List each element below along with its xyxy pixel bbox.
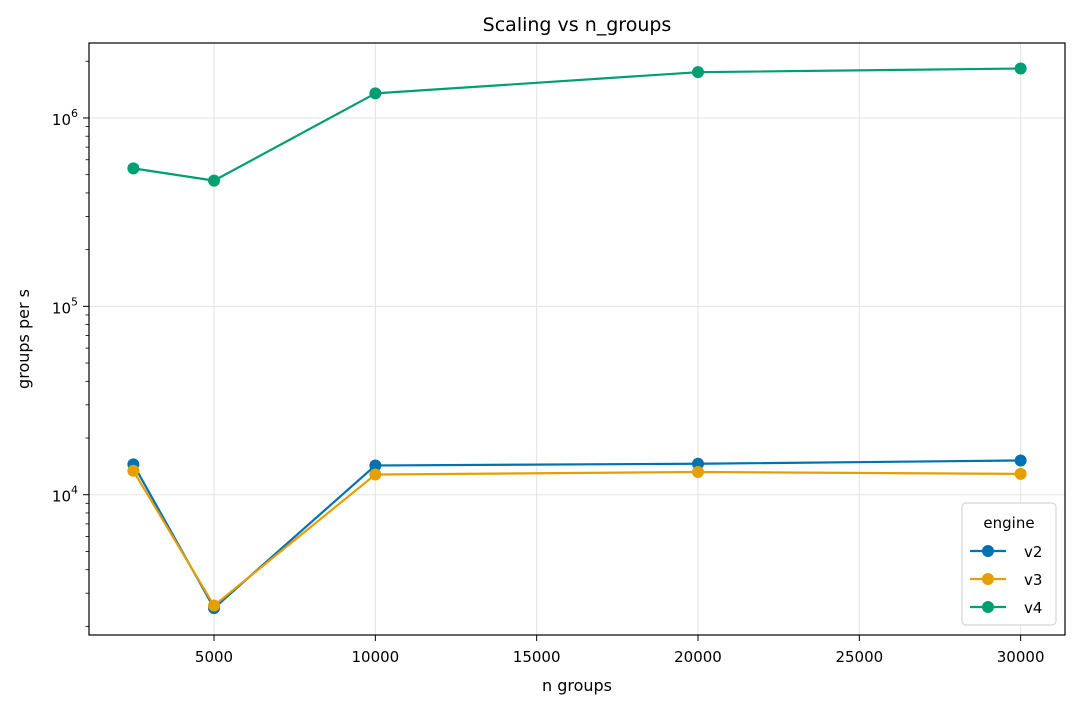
y-tick-exponent: 4 [71,484,78,497]
data-point-v3 [691,465,704,478]
x-axis: 5000 10000 15000 20000 25000 30000 [195,635,1045,666]
legend-marker [982,545,994,557]
legend-item-v4: v4 [970,599,1042,617]
legend-label: v4 [1024,599,1042,617]
y-tick-exponent: 6 [71,107,78,120]
data-point-v3 [208,599,221,612]
plot-frame [88,42,1066,636]
series-v3 [127,464,1027,612]
legend-items: v2 v3 v4 [970,543,1042,617]
data-point-v3 [369,468,382,481]
chart-title: Scaling vs n_groups [483,14,672,36]
data-point-v2 [369,459,382,472]
legend-item-v3: v3 [970,571,1042,589]
x-tick-label: 15000 [513,648,561,666]
data-point-v3 [1014,467,1027,480]
x-tick-label: 25000 [835,648,883,666]
y-tick-label: 104 [52,484,78,506]
x-tick-label: 20000 [674,648,722,666]
y-tick-label: 106 [52,107,78,129]
series-layer [127,62,1027,615]
data-point-v4 [369,87,382,100]
y-tick-base: 10 [52,299,71,317]
legend-marker [982,601,994,613]
x-axis-label: n groups [542,676,612,695]
data-point-v2 [1014,454,1027,467]
x-tick-label: 5000 [195,648,233,666]
legend-marker [982,573,994,585]
data-point-v4 [208,174,221,187]
series-v4 [127,62,1027,187]
y-tick-base: 10 [52,488,71,506]
y-tick-base: 10 [52,111,71,129]
legend-title: engine [983,514,1034,532]
legend-label: v3 [1024,571,1042,589]
data-point-v4 [1014,62,1027,75]
data-point-v2 [691,457,704,470]
legend: engine v2 v3 v4 [961,502,1057,626]
data-point-v4 [691,66,704,79]
legend-label: v2 [1024,543,1042,561]
data-point-v3 [127,464,140,477]
x-tick-label: 30000 [997,648,1045,666]
legend-box [961,502,1057,626]
data-point-v4 [127,162,140,175]
y-axis-label: groups per s [14,289,33,389]
x-tick-label: 10000 [351,648,399,666]
grid-lines [89,43,1065,635]
y-tick-exponent: 5 [71,295,78,308]
legend-item-v2: v2 [970,543,1042,561]
y-tick-label: 105 [52,295,78,317]
